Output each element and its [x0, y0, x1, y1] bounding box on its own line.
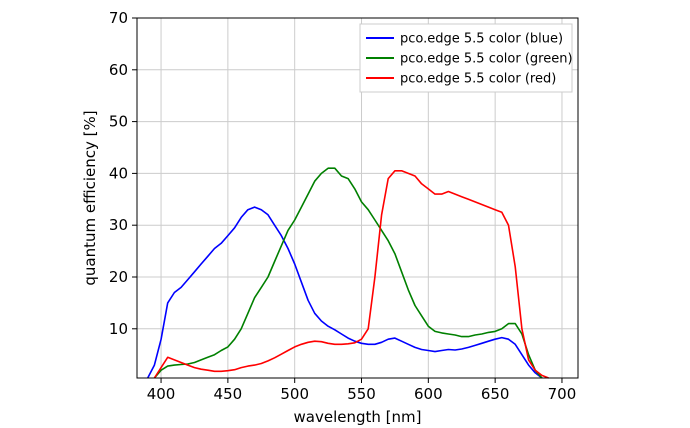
plot-frame: [136, 17, 579, 379]
x-tick-label: 650: [481, 385, 510, 403]
y-axis-label: quantum efficiency [%]: [81, 110, 99, 285]
y-tick-label: 20: [109, 268, 128, 286]
y-tick-label: 70: [109, 9, 128, 27]
legend-box: [359, 23, 573, 93]
legend-label-1: pco.edge 5.5 color (green): [400, 52, 573, 67]
legend-label-0: pco.edge 5.5 color (blue): [400, 32, 563, 47]
x-tick-label: 550: [347, 385, 376, 403]
x-tick-label: 700: [548, 385, 577, 403]
series-line-0: [146, 206, 543, 379]
y-tick-label: 50: [109, 113, 128, 131]
x-tick-label: 400: [147, 385, 176, 403]
y-tick-label: 30: [109, 216, 128, 234]
x-tick-label: 500: [280, 385, 309, 403]
y-tick-label: 10: [109, 320, 128, 338]
series-layer: [146, 167, 549, 379]
x-tick-label: 450: [214, 385, 243, 403]
series-line-2: [153, 170, 549, 379]
series-line-1: [153, 167, 543, 379]
legend-label-2: pco.edge 5.5 color (red): [400, 72, 556, 87]
ticks: 400 450 500 550 600 650 700 10 20 30 40 50 60 70: [109, 9, 576, 403]
y-tick-label: 60: [109, 61, 128, 79]
x-axis-label: wavelength [nm]: [294, 408, 422, 426]
y-tick-label: 40: [109, 164, 128, 182]
legend: pco.edge 5.5 color (blue) pco.edge 5.5 co…: [359, 23, 573, 93]
x-tick-label: 600: [414, 385, 443, 403]
